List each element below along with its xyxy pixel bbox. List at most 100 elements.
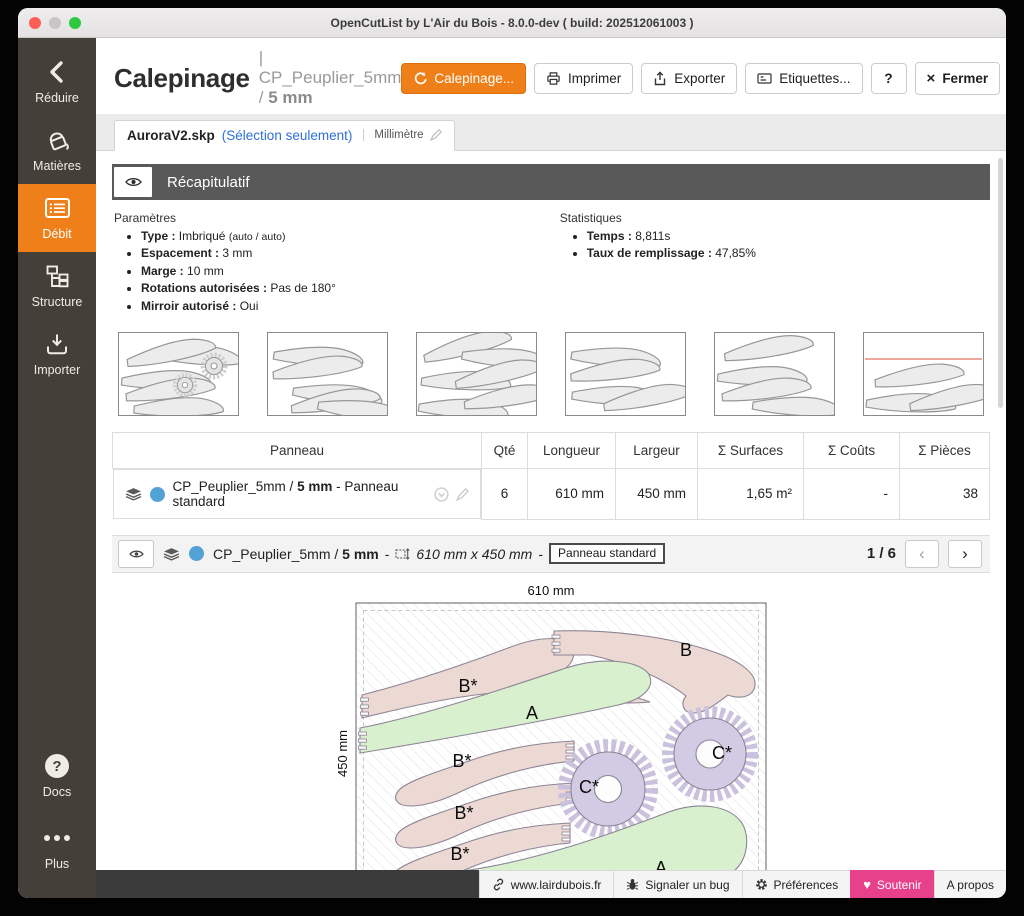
help-button[interactable]: ? [870, 62, 907, 94]
piece-label: B* [452, 751, 471, 771]
ellipsis-icon [20, 824, 94, 852]
sidebar-item-label: Débit [42, 227, 72, 241]
stat-item: Temps : 8,811s [587, 229, 756, 243]
selection-only-link[interactable]: (Sélection seulement) [221, 127, 353, 143]
piece-a-2[interactable] [461, 804, 748, 870]
summary-visibility-button[interactable] [114, 167, 152, 197]
sidebar-item-debit[interactable]: Débit [18, 184, 96, 252]
help-question-icon: ? [884, 70, 893, 86]
pencil-icon[interactable] [429, 129, 442, 141]
material-color-dot [149, 486, 165, 502]
piece-b[interactable] [551, 629, 756, 714]
close-x-icon: × [926, 69, 936, 87]
heart-icon: ♥ [863, 877, 871, 892]
param-item: Rotations autorisées : Pas de 180° [141, 281, 560, 295]
summary-title: Récapitulatif [167, 173, 250, 191]
scrollbar-thumb[interactable] [998, 158, 1003, 408]
statistics-block: Statistiques Temps : 8,811s Taux de remp… [560, 211, 756, 316]
piece-a-1[interactable] [358, 660, 652, 754]
cell-length: 610 mm [527, 468, 616, 520]
sidebar-item-label: Importer [33, 363, 81, 377]
labels-button[interactable]: Etiquettes... [745, 62, 863, 94]
layout-thumbnail-5[interactable] [714, 332, 835, 416]
col-pieces: Σ Pièces [899, 432, 990, 469]
piece-b-star-4[interactable] [392, 821, 571, 871]
sidebar-item-plus[interactable]: Plus [18, 814, 96, 882]
page-title: Calepinage [114, 62, 250, 93]
page-subtitle: | CP_Peuplier_5mm / 5 mm [258, 48, 402, 107]
question-circle-icon: ? [20, 752, 94, 780]
param-item: Espacement : 3 mm [141, 246, 560, 260]
dimension-icon [395, 547, 411, 561]
param-item: Marge : 10 mm [141, 264, 560, 278]
minimize-window-button[interactable] [49, 16, 61, 29]
layout-thumbnail-2[interactable] [267, 332, 388, 416]
piece-label: C* [579, 777, 599, 797]
panel-name: CP_Peuplier_5mm / 5 mm - Panneau standar… [172, 479, 399, 509]
col-surfaces: Σ Surfaces [697, 432, 804, 469]
close-button[interactable]: × Fermer [914, 61, 1001, 95]
tab-file-name: AuroraV2.skp [127, 127, 215, 143]
cutting-diagram-area: 610 mm 450 mm [112, 573, 990, 871]
sidebar-item-docs[interactable]: ? Docs [18, 742, 96, 810]
circle-arrow-down-icon[interactable] [434, 486, 449, 502]
sheet-title: CP_Peuplier_5mm / 5 mm - 610 mm x 450 mm… [213, 543, 666, 564]
next-sheet-button[interactable]: › [948, 539, 982, 568]
calepinage-button[interactable]: Calepinage... [401, 62, 526, 94]
sheet-dimensions: 610 mm x 450 mm [416, 545, 533, 562]
main-content: Récapitulatif Paramètres Type : Imbriqué… [96, 151, 1006, 870]
about-button[interactable]: A propos [933, 870, 1006, 898]
param-item: Type : Imbriqué (auto / auto) [141, 229, 560, 243]
sidebar-item-label: Réduire [35, 91, 79, 105]
previous-sheet-button[interactable]: ‹ [905, 539, 939, 568]
import-download-icon [20, 330, 94, 358]
table-row[interactable]: CP_Peuplier_5mm / 5 mm - Panneau standar… [112, 468, 990, 520]
sheet-stack-icon [125, 487, 142, 501]
piece-label: B [680, 640, 692, 660]
sheet-visibility-button[interactable] [118, 539, 154, 568]
sidebar-item-importer[interactable]: Importer [18, 320, 96, 388]
sheet-stack-icon [163, 547, 180, 561]
piece-c-star-gear-1[interactable] [558, 738, 658, 839]
sidebar-item-matieres[interactable]: Matières [18, 116, 96, 184]
col-longueur: Longueur [527, 432, 616, 469]
edit-pencil-icon[interactable] [456, 487, 469, 501]
piece-b-star-2[interactable] [395, 739, 575, 807]
cell-qty: 6 [481, 468, 528, 520]
sidebar: Réduire Matières [18, 38, 96, 898]
eye-icon [124, 175, 143, 189]
close-window-button[interactable] [29, 16, 41, 29]
piece-c-star-gear-2[interactable] [662, 705, 758, 802]
layout-thumbnail-1[interactable] [118, 332, 239, 416]
layout-thumbnail-4[interactable] [565, 332, 686, 416]
piece-label: B* [450, 844, 469, 864]
cell-pieces: 38 [899, 468, 990, 520]
paint-bucket-icon [20, 126, 94, 154]
structure-tree-icon [20, 262, 94, 290]
print-button[interactable]: Imprimer [533, 62, 634, 94]
stat-item: Taux de remplissage : 47,85% [587, 246, 756, 260]
report-bug-button[interactable]: Signaler un bug [613, 870, 742, 898]
layout-thumbnail-3[interactable] [416, 332, 537, 416]
parameters-block: Paramètres Type : Imbriqué (auto / auto)… [114, 211, 560, 316]
footer-bar: www.lairdubois.fr Signaler un bug Préfér… [96, 870, 1006, 898]
bug-icon [626, 878, 639, 891]
macos-titlebar: OpenCutList by L'Air du Bois - 8.0.0-dev… [18, 8, 1006, 38]
sidebar-item-label: Docs [42, 785, 72, 799]
panel-width-label: 610 mm [527, 582, 575, 598]
zoom-window-button[interactable] [69, 16, 81, 29]
preferences-button[interactable]: Préférences [741, 870, 851, 898]
tab-aurora-file[interactable]: AuroraV2.skp (Sélection seulement) Milli… [114, 120, 455, 151]
window-title: OpenCutList by L'Air du Bois - 8.0.0-dev… [330, 15, 694, 30]
table-header-row: Panneau Qté Longueur Largeur Σ Surfaces … [112, 432, 990, 469]
panels-table: Panneau Qté Longueur Largeur Σ Surfaces … [112, 432, 990, 520]
sidebar-item-structure[interactable]: Structure [18, 252, 96, 320]
statistics-title: Statistiques [559, 211, 622, 225]
export-button[interactable]: Exporter [641, 62, 738, 94]
layout-thumbnail-6[interactable] [863, 332, 984, 416]
support-button[interactable]: ♥ Soutenir [850, 870, 934, 898]
gear-icon [755, 878, 768, 891]
website-link[interactable]: www.lairdubois.fr [478, 870, 614, 898]
sidebar-item-reduire[interactable]: Réduire [18, 48, 96, 116]
col-panneau: Panneau [112, 432, 482, 469]
